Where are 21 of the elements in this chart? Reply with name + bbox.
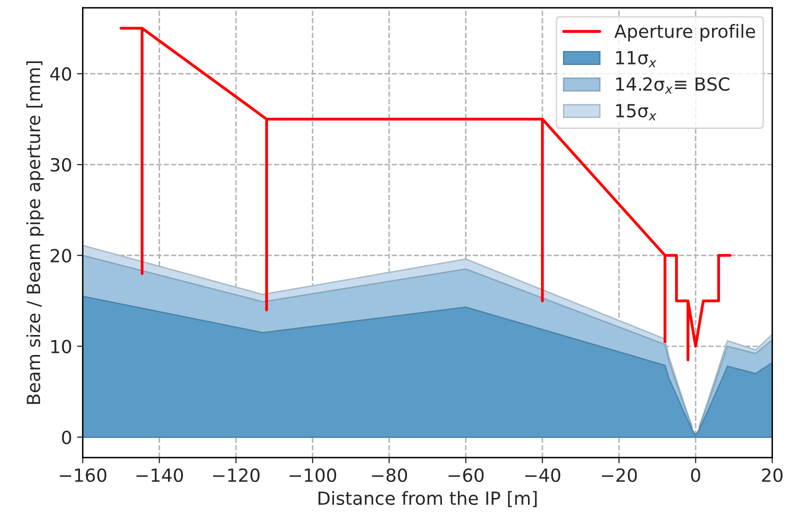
x-tick-label: −20 (602, 468, 637, 482)
x-tick-label: −100 (290, 468, 336, 482)
y-tick-label: 40 (50, 67, 72, 81)
x-tick-label: 0 (691, 468, 700, 482)
legend-label: 15σ$_{x}$ (616, 104, 656, 120)
x-tick-label: −120 (213, 468, 260, 482)
legend-label: 11σ$_{x}$ (616, 51, 656, 68)
y-tick-label: 30 (50, 158, 72, 172)
legend-label: 14.2σ$_{x}$≡ BSC (616, 77, 730, 94)
x-tick-label: −160 (60, 468, 106, 482)
x-tick-label: −80 (372, 468, 408, 482)
x-tick-label: −40 (525, 468, 560, 482)
y-axis-title: Beam size / Beam pipe aperture [mm] (26, 61, 44, 404)
y-tick-label: 0 (62, 430, 72, 444)
x-tick-label: −60 (448, 468, 484, 482)
x-tick-label: −140 (136, 468, 183, 482)
x-tick-label: 20 (762, 468, 783, 482)
legend-label: Aperture profile (614, 24, 756, 42)
x-axis-title: Distance from the IP [m] (318, 491, 537, 508)
y-tick-label: 10 (51, 340, 72, 354)
y-tick-label: 20 (50, 248, 72, 263)
